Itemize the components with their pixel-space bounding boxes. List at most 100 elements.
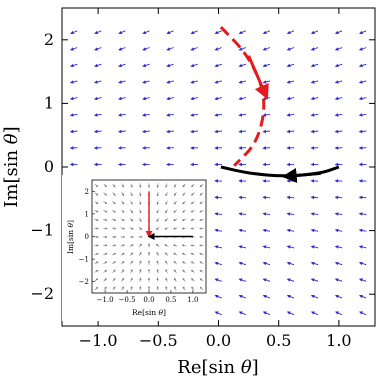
inset-y-tick-label: −2 (79, 278, 89, 286)
inset-field-arrow (182, 209, 186, 213)
inset-field-arrow (94, 252, 99, 256)
inset-field-arrow (103, 227, 108, 230)
inset-field-arrow (165, 286, 168, 291)
inset-field-arrow (94, 261, 99, 264)
inset-field-arrow (173, 277, 177, 282)
field-arrow (310, 129, 319, 134)
field-arrow (190, 47, 198, 51)
x-tick-label: 0.0 (206, 331, 231, 350)
field-arrow (334, 96, 343, 101)
inset-field-arrow (103, 209, 108, 213)
inset-field-arrow (103, 183, 107, 188)
field-arrow (286, 261, 295, 266)
inset-field-arrow (120, 244, 126, 247)
field-arrow (310, 212, 319, 216)
field-arrow (93, 96, 102, 101)
field-arrow (262, 63, 271, 68)
field-arrow (93, 113, 102, 117)
y-tick-label: −1 (30, 221, 54, 240)
inset-field-arrow (120, 252, 125, 256)
inset-field-arrow (156, 217, 159, 222)
inset-field-arrow (130, 192, 133, 197)
inset-field-arrow (173, 269, 177, 274)
field-arrow (94, 80, 102, 84)
field-arrow (334, 63, 343, 68)
field-arrow (238, 63, 247, 68)
field-arrow (358, 80, 367, 84)
field-arrow (238, 47, 247, 51)
inset-field-arrow (181, 244, 187, 247)
inset-field-arrow (191, 286, 195, 291)
inset-field-arrow (121, 286, 124, 291)
field-arrow (286, 294, 295, 299)
field-arrow (358, 195, 367, 200)
field-arrow (238, 195, 247, 200)
inset-field-arrow (173, 252, 178, 256)
inset-field-arrow (165, 277, 168, 282)
field-arrow (310, 30, 319, 35)
red-dashed-trajectory (219, 26, 266, 167)
inset-field-arrow (103, 218, 108, 221)
inset-field-arrow (190, 218, 195, 221)
field-arrow (118, 113, 126, 117)
inset-field-arrow (111, 244, 117, 247)
inset-field-arrow (174, 286, 177, 291)
field-arrow (142, 30, 150, 35)
field-arrow (334, 113, 343, 117)
inset-y-tick-label: 1 (85, 210, 89, 218)
inset-chart: −1.0 −0.5 0.0 0.5 1.0 −2 −1 0 1 2 Re[sin θ] Im[si… (62, 175, 210, 321)
inset-y-tick-label: −1 (79, 256, 89, 264)
inset-x-axis-title: Re[sin θ] (132, 308, 166, 317)
trajectories (219, 26, 340, 183)
inset-field-arrow (129, 252, 134, 256)
inset-field-arrow (94, 269, 99, 273)
inset-field-arrow (164, 252, 169, 256)
field-arrow (262, 80, 271, 84)
field-arrow (262, 195, 271, 200)
inset-field-arrow (156, 251, 159, 257)
y-tick-label: 0 (44, 157, 54, 176)
inset-field-arrow (112, 261, 116, 265)
inset-field-arrow (173, 209, 177, 213)
field-arrow (286, 228, 295, 233)
field-arrow (214, 129, 223, 134)
inset-field-arrow (111, 227, 117, 230)
field-arrow (334, 80, 343, 84)
field-arrow (334, 129, 343, 134)
inset-field-arrow (190, 227, 195, 230)
field-arrow (238, 96, 247, 101)
inset-field-arrow (130, 183, 133, 188)
inset-field-arrow (139, 209, 142, 214)
inset-field-arrow (191, 278, 195, 282)
inset-field-arrow (103, 244, 108, 247)
inset-field-arrow (164, 244, 169, 247)
field-arrow (238, 294, 246, 299)
field-arrow (334, 212, 343, 216)
inset-field-arrow (103, 252, 108, 256)
field-arrow (334, 30, 343, 35)
inset-field-arrow (190, 261, 195, 264)
inset-field-arrow (129, 244, 134, 247)
field-arrow (286, 80, 295, 84)
field-arrow (69, 96, 78, 101)
field-arrow (286, 113, 295, 117)
inset-field-arrow (129, 218, 134, 222)
field-arrow (190, 129, 198, 134)
field-arrow (334, 245, 343, 249)
field-arrow (358, 278, 367, 282)
field-arrow (358, 228, 367, 233)
x-tick-label: 0.5 (266, 331, 291, 350)
inset-field-arrow (182, 261, 186, 265)
inset-field-arrow (156, 277, 159, 282)
field-arrow (334, 228, 343, 233)
field-arrow (142, 47, 150, 51)
field-arrow (214, 228, 223, 233)
inset-field-arrow (120, 218, 125, 222)
inset-field-arrow (174, 183, 177, 188)
field-arrow (238, 228, 247, 233)
inset-field-arrow (156, 191, 159, 197)
field-arrow (214, 63, 222, 68)
field-arrow (334, 47, 343, 51)
field-arrow (238, 129, 247, 134)
field-arrow (142, 96, 150, 101)
